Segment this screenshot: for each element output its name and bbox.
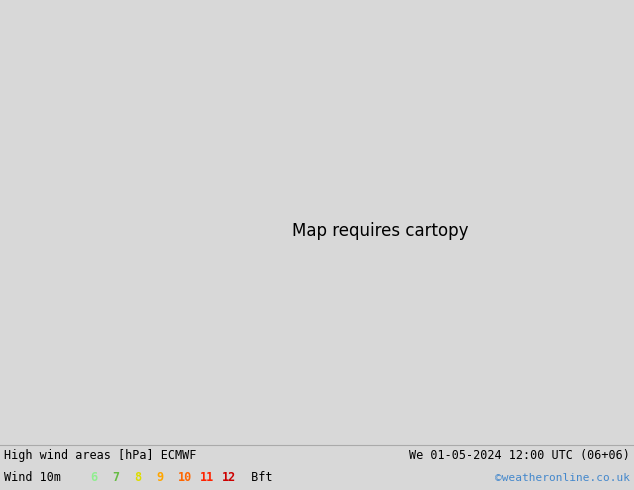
Text: 10: 10 — [178, 471, 192, 484]
Text: Bft: Bft — [244, 471, 273, 484]
Text: 12: 12 — [222, 471, 236, 484]
Text: Wind 10m: Wind 10m — [4, 471, 61, 484]
Text: We 01-05-2024 12:00 UTC (06+06): We 01-05-2024 12:00 UTC (06+06) — [409, 449, 630, 462]
Text: 9: 9 — [156, 471, 163, 484]
Text: 6: 6 — [90, 471, 97, 484]
Text: ©weatheronline.co.uk: ©weatheronline.co.uk — [495, 473, 630, 483]
Text: 8: 8 — [134, 471, 141, 484]
Text: Map requires cartopy: Map requires cartopy — [292, 222, 469, 241]
Text: 11: 11 — [200, 471, 214, 484]
Text: 7: 7 — [112, 471, 119, 484]
Text: High wind areas [hPa] ECMWF: High wind areas [hPa] ECMWF — [4, 449, 197, 462]
